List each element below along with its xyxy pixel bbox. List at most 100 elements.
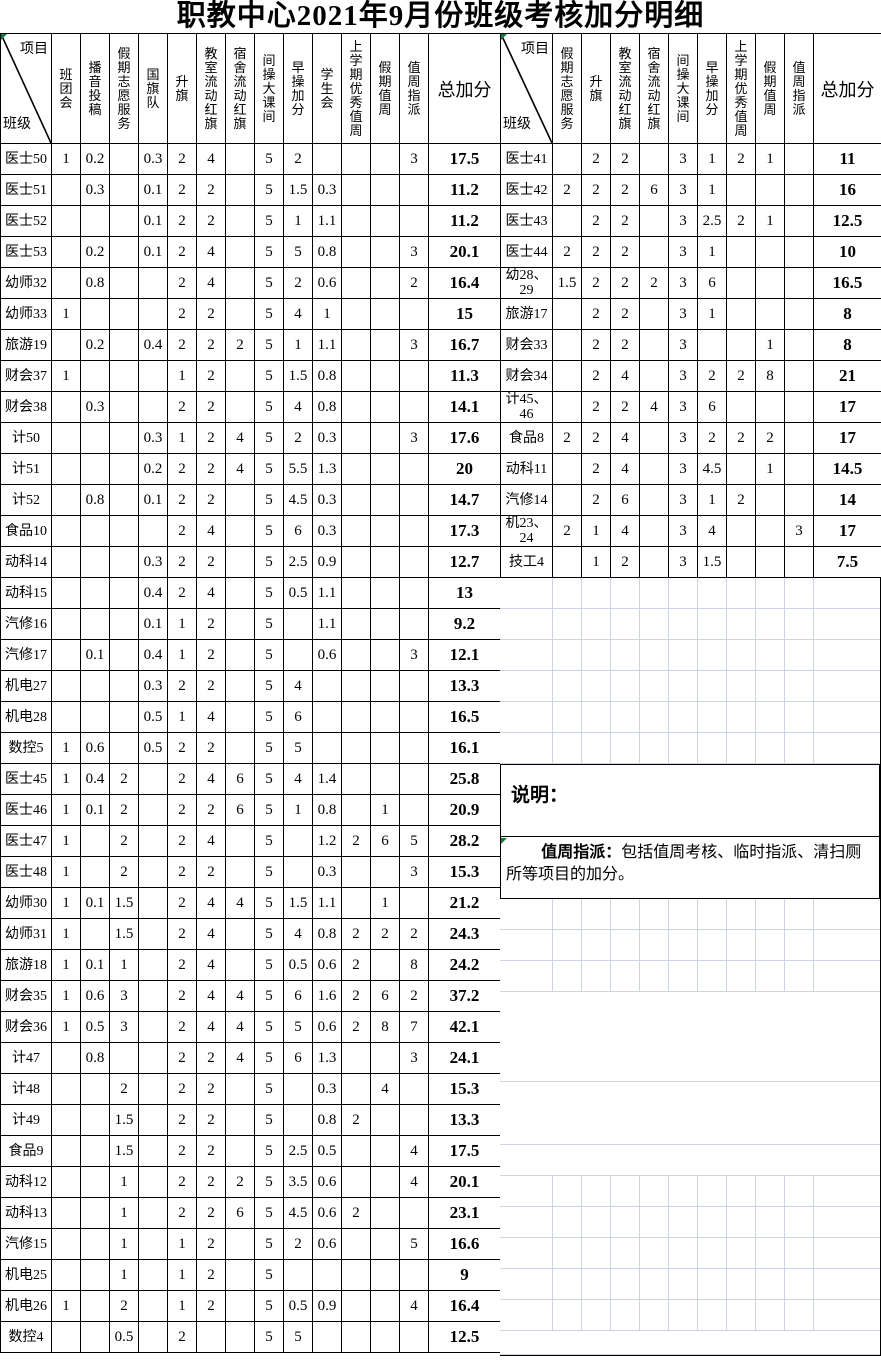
cell[interactable] (341, 360, 371, 392)
cell[interactable] (370, 1321, 400, 1353)
cell[interactable] (225, 236, 255, 268)
cell[interactable]: 1 (283, 205, 313, 237)
cell[interactable]: 0.1 (138, 205, 168, 237)
cell[interactable]: 1 (167, 422, 197, 454)
cell[interactable]: 2 (109, 825, 139, 857)
cell[interactable]: 1 (697, 236, 727, 268)
cell[interactable]: 0.5 (283, 1290, 313, 1322)
cell[interactable] (80, 1228, 110, 1260)
cell[interactable] (109, 236, 139, 268)
cell[interactable] (225, 1073, 255, 1105)
cell[interactable]: 4 (225, 887, 255, 919)
cell[interactable] (341, 1042, 371, 1074)
cell[interactable] (552, 143, 582, 175)
row-label[interactable]: 医士46 (0, 794, 52, 826)
cell[interactable]: 1 (370, 794, 400, 826)
cell[interactable]: 1 (167, 639, 197, 671)
total-cell[interactable]: 15.3 (428, 1073, 501, 1105)
cell[interactable]: 1 (109, 1259, 139, 1291)
total-cell[interactable]: 12.1 (428, 639, 501, 671)
cell[interactable]: 2 (167, 856, 197, 888)
cell[interactable] (370, 949, 400, 981)
cell[interactable] (51, 1042, 81, 1074)
cell[interactable]: 5 (254, 794, 284, 826)
cell[interactable] (51, 1104, 81, 1136)
cell[interactable] (784, 143, 814, 175)
cell[interactable] (138, 918, 168, 950)
corner-cell[interactable]: 项目 班级 (0, 33, 52, 144)
cell[interactable]: 2 (196, 453, 226, 485)
cell[interactable]: 0.3 (138, 143, 168, 175)
cell[interactable]: 0.2 (80, 329, 110, 361)
cell[interactable] (399, 1197, 429, 1229)
cell[interactable]: 0.8 (312, 918, 342, 950)
total-cell[interactable]: 11.2 (428, 205, 501, 237)
column-header[interactable]: 教室流动红旗 (610, 33, 640, 144)
cell[interactable]: 2 (610, 174, 640, 206)
cell[interactable]: 6 (283, 515, 313, 547)
total-column-header[interactable]: 总加分 (428, 33, 501, 144)
cell[interactable] (784, 391, 814, 423)
cell[interactable]: 2 (581, 267, 611, 299)
cell[interactable]: 2 (196, 1104, 226, 1136)
cell[interactable]: 5 (254, 1104, 284, 1136)
row-label[interactable]: 医士41 (500, 143, 553, 175)
cell[interactable]: 4 (196, 701, 226, 733)
total-cell[interactable]: 21 (813, 360, 881, 392)
row-label[interactable]: 医士50 (0, 143, 52, 175)
cell[interactable] (225, 639, 255, 671)
cell[interactable]: 3 (668, 174, 698, 206)
cell[interactable]: 1 (109, 949, 139, 981)
cell[interactable] (341, 143, 371, 175)
cell[interactable]: 2 (167, 670, 197, 702)
cell[interactable] (370, 236, 400, 268)
total-cell[interactable]: 9 (428, 1259, 501, 1291)
cell[interactable] (225, 701, 255, 733)
cell[interactable] (80, 577, 110, 609)
cell[interactable] (639, 546, 669, 578)
cell[interactable]: 1 (109, 1228, 139, 1260)
row-label[interactable]: 医士53 (0, 236, 52, 268)
cell[interactable]: 0.1 (138, 236, 168, 268)
cell[interactable]: 5 (254, 980, 284, 1012)
cell[interactable]: 0.5 (138, 701, 168, 733)
cell[interactable] (138, 1259, 168, 1291)
cell[interactable] (726, 236, 756, 268)
cell[interactable]: 2 (167, 143, 197, 175)
cell[interactable]: 0.6 (312, 639, 342, 671)
cell[interactable] (225, 515, 255, 547)
cell[interactable] (312, 701, 342, 733)
total-cell[interactable]: 10 (813, 236, 881, 268)
total-cell[interactable]: 23.1 (428, 1197, 501, 1229)
cell[interactable]: 4 (283, 670, 313, 702)
cell[interactable]: 6 (370, 980, 400, 1012)
cell[interactable] (370, 1290, 400, 1322)
cell[interactable] (370, 267, 400, 299)
cell[interactable]: 0.1 (80, 887, 110, 919)
notes-heading-cell[interactable]: 说明： (500, 764, 880, 837)
cell[interactable] (138, 515, 168, 547)
cell[interactable]: 5 (254, 484, 284, 516)
cell[interactable]: 2 (196, 856, 226, 888)
cell[interactable] (784, 236, 814, 268)
cell[interactable]: 2 (167, 453, 197, 485)
cell[interactable] (552, 360, 582, 392)
column-header[interactable]: 值周指派 (784, 33, 814, 144)
cell[interactable]: 0.3 (312, 856, 342, 888)
cell[interactable] (51, 174, 81, 206)
cell[interactable]: 2 (167, 236, 197, 268)
cell[interactable] (639, 298, 669, 330)
row-label[interactable]: 计45、46 (500, 391, 553, 423)
cell[interactable] (370, 856, 400, 888)
total-cell[interactable]: 14 (813, 484, 881, 516)
cell[interactable]: 4 (399, 1290, 429, 1322)
cell[interactable]: 0.4 (138, 329, 168, 361)
cell[interactable]: 2 (167, 174, 197, 206)
row-label[interactable]: 动科13 (0, 1197, 52, 1229)
cell[interactable] (341, 1321, 371, 1353)
cell[interactable] (341, 1228, 371, 1260)
cell[interactable]: 2 (552, 236, 582, 268)
cell[interactable]: 5 (254, 515, 284, 547)
cell[interactable]: 2 (167, 1197, 197, 1229)
cell[interactable] (51, 453, 81, 485)
